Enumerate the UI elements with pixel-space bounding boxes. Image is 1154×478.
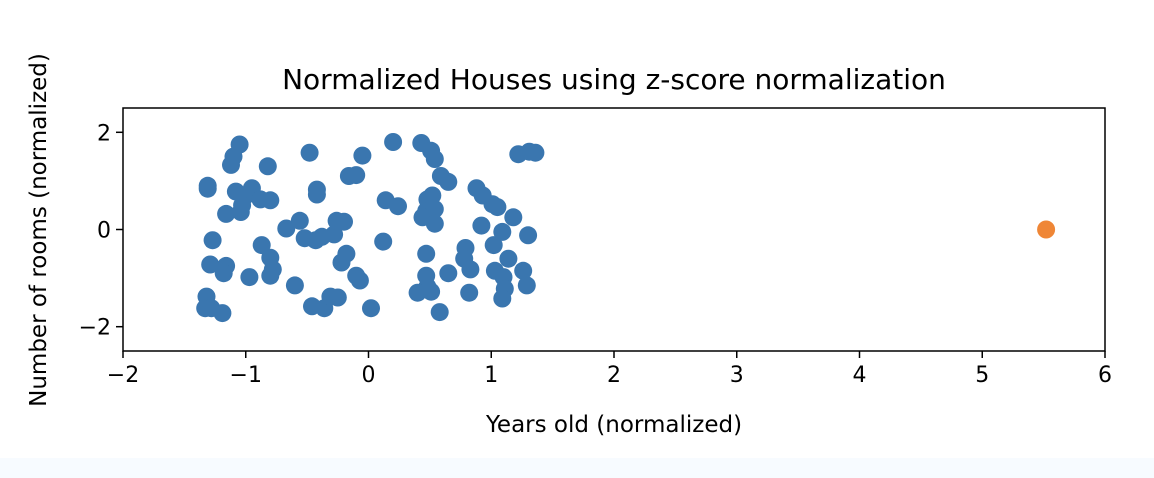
data-point	[493, 222, 512, 241]
data-point	[417, 244, 436, 263]
data-point	[300, 143, 319, 162]
data-point	[226, 182, 245, 201]
data-point	[290, 211, 309, 230]
data-point	[261, 266, 280, 285]
data-point	[337, 244, 356, 263]
data-point	[389, 197, 407, 216]
data-point	[460, 283, 479, 302]
data-point	[425, 214, 444, 233]
y-tick-label: −2	[79, 316, 111, 341]
data-point	[233, 196, 252, 215]
x-tick-label: −1	[230, 363, 262, 388]
data-point	[240, 268, 259, 287]
y-tick-label: 0	[97, 219, 111, 244]
data-point	[353, 146, 372, 165]
x-tick-label: 2	[607, 363, 621, 388]
data-point	[252, 236, 271, 255]
chart-title: Normalized Houses using z-score normaliz…	[282, 63, 946, 96]
outlier-point	[1037, 220, 1056, 239]
data-point	[519, 226, 538, 245]
x-axis-label: Years old (normalized)	[485, 412, 742, 438]
data-point	[213, 304, 232, 323]
data-point	[325, 225, 344, 244]
data-point	[384, 133, 403, 151]
data-point	[277, 219, 296, 238]
x-tick-label: 6	[1098, 363, 1112, 388]
data-point	[258, 157, 277, 176]
data-point	[350, 271, 369, 290]
data-point	[408, 283, 427, 302]
data-point	[335, 212, 353, 231]
data-point	[214, 264, 233, 283]
y-tick-label: 2	[97, 121, 111, 146]
data-point	[425, 150, 444, 168]
data-point	[499, 249, 518, 268]
data-point	[526, 143, 545, 162]
data-point	[347, 166, 366, 185]
data-point	[488, 198, 507, 217]
data-point	[423, 186, 442, 205]
y-axis-label: Number of rooms (normalized)	[26, 53, 52, 407]
data-point	[261, 191, 280, 210]
data-point	[472, 216, 491, 235]
data-point	[374, 232, 393, 251]
data-point	[439, 172, 458, 191]
data-point	[307, 185, 326, 204]
data-point	[198, 179, 217, 198]
data-point	[504, 208, 523, 227]
data-point	[203, 231, 222, 250]
data-point	[285, 276, 304, 295]
data-point	[430, 303, 449, 322]
data-point	[484, 236, 503, 255]
data-point	[222, 155, 240, 174]
data-point	[201, 255, 220, 274]
x-tick-label: 0	[362, 363, 376, 388]
data-point	[422, 282, 441, 301]
data-point	[439, 264, 458, 283]
data-point	[328, 288, 347, 307]
data-point	[217, 204, 236, 223]
data-point	[517, 276, 536, 295]
x-tick-label: −2	[107, 363, 139, 388]
ticks-layer: −2 −1 0 1 2 3 4 5 6 −2 0 2	[79, 121, 1112, 388]
x-tick-label: 5	[975, 363, 989, 388]
data-point	[461, 260, 480, 279]
x-tick-label: 1	[484, 363, 498, 388]
x-tick-label: 4	[853, 363, 867, 388]
data-point	[514, 261, 533, 280]
bottom-band	[0, 458, 1154, 478]
data-point	[362, 299, 380, 318]
data-point	[493, 289, 512, 308]
points-layer	[196, 133, 1056, 323]
x-tick-label: 3	[730, 363, 744, 388]
plot-frame	[122, 107, 1106, 352]
